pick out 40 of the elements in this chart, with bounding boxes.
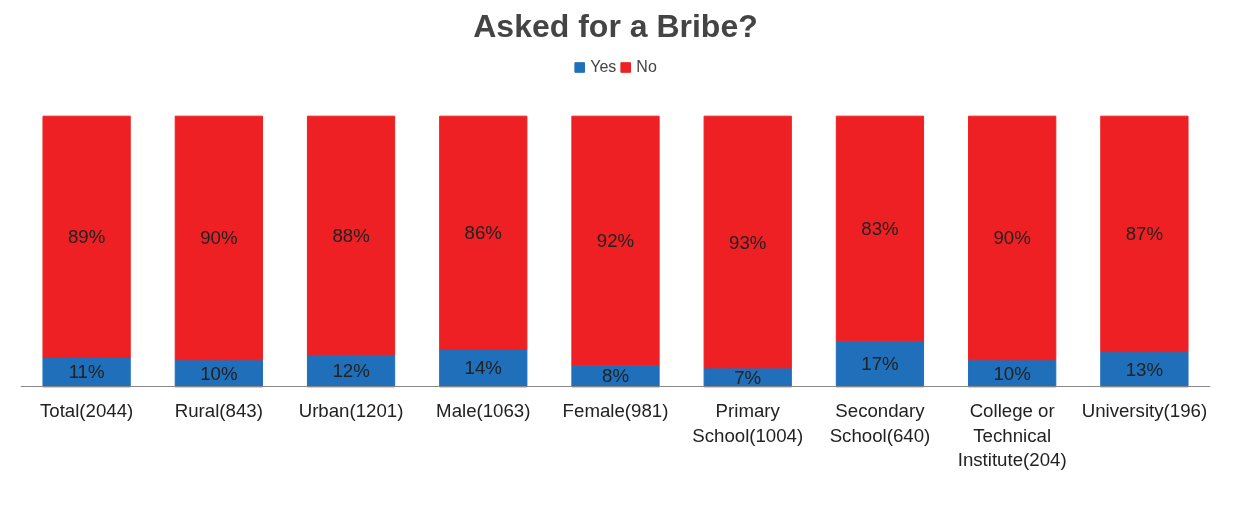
bar — [835, 340, 925, 388]
data-label: 14% — [464, 357, 502, 379]
legend-label: No — [636, 58, 657, 76]
data-label: 83% — [861, 217, 899, 239]
x-tick-label: Rural(843) — [174, 400, 263, 422]
bar — [1100, 115, 1189, 353]
data-label: 90% — [993, 227, 1031, 249]
data-label: 12% — [332, 360, 370, 382]
data-label: 88% — [332, 224, 370, 246]
x-tick-label: Total(2044) — [39, 400, 134, 422]
x-tick-label: Male(1063) — [436, 400, 531, 422]
bar — [835, 115, 925, 342]
data-label: 8% — [602, 365, 629, 387]
data-label: 89% — [67, 226, 106, 248]
bar — [174, 115, 263, 361]
x-tick-label: College or Technical Institute(204) — [957, 400, 1067, 471]
bar — [571, 115, 660, 366]
data-label: 86% — [464, 222, 502, 244]
data-label: 93% — [729, 231, 767, 253]
data-label: 10% — [993, 362, 1031, 384]
data-label: 7% — [734, 366, 762, 388]
x-tick-label: Urban(1201) — [298, 400, 404, 422]
legend-label: Yes — [590, 58, 617, 76]
bar — [968, 115, 1057, 361]
bar — [42, 115, 131, 358]
x-tick-label: Primary School(1004) — [692, 400, 804, 446]
x-tick-label: Female(981) — [562, 400, 669, 422]
data-label: 10% — [200, 362, 238, 384]
x-tick-label: University(196) — [1081, 400, 1208, 422]
data-label: 92% — [596, 230, 635, 252]
data-label: 13% — [1125, 358, 1164, 380]
bar — [439, 115, 528, 350]
data-label: 17% — [861, 353, 899, 375]
x-tick-label: Secondary School(640) — [829, 400, 931, 446]
chart-title: Asked for a Bribe? — [473, 7, 758, 44]
bar — [703, 115, 792, 369]
data-label: 11% — [68, 361, 105, 383]
bar — [306, 115, 396, 355]
data-label: 87% — [1125, 223, 1164, 245]
data-label: 90% — [200, 227, 238, 249]
